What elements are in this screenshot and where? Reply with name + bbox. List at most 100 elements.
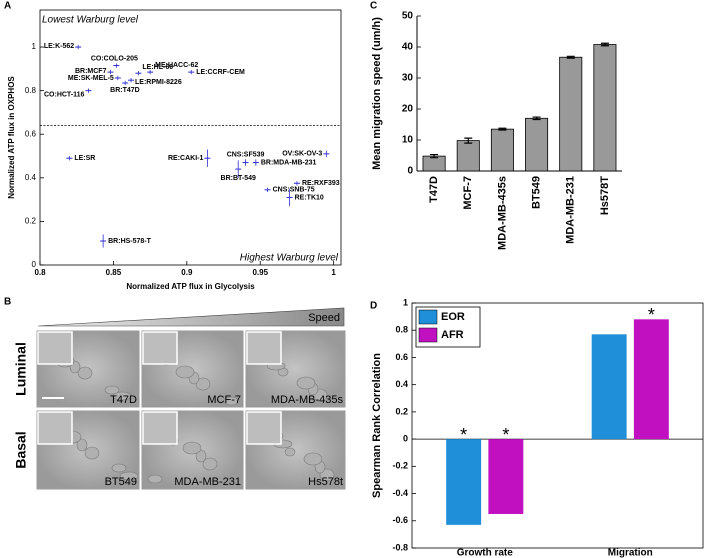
legend-label: EOR — [441, 311, 465, 323]
y-tick-label: -0.4 — [392, 488, 408, 498]
y-tick-label: 0 — [403, 433, 408, 443]
inset — [37, 331, 73, 365]
inset — [37, 411, 73, 445]
cell-shape — [175, 365, 195, 379]
y-tick-label: -0.6 — [392, 515, 408, 525]
x-tick-label: MCF-7 — [462, 176, 474, 210]
y-tick-label: 0 — [407, 166, 413, 177]
panel-letter: B — [4, 297, 11, 308]
cell-shape — [111, 463, 127, 473]
cell-shape — [77, 366, 93, 380]
point-label: RE:RXF393 — [302, 180, 340, 187]
error-bar — [498, 127, 507, 131]
point-label: LE:CCRF-CEM — [196, 69, 245, 76]
point-label: CO:HCT-116 — [44, 91, 85, 98]
cell-shape — [104, 385, 120, 395]
cell-shape — [112, 391, 132, 401]
significance-marker: * — [648, 305, 655, 325]
point-label: CO:COLO-205 — [91, 55, 138, 62]
cell-shape — [296, 376, 316, 390]
inset — [142, 411, 178, 445]
y-axis-title: Normalized ATP flux in OXPHOS — [7, 76, 16, 199]
plot-frame — [39, 9, 342, 266]
y-tick-label: 0.8 — [25, 86, 37, 95]
cell-shape — [76, 438, 88, 452]
y-tick-label: -0.8 — [392, 542, 408, 552]
point-label: RE:CAKI-1 — [168, 155, 203, 162]
error-bar — [430, 153, 439, 159]
x-tick-label: BT549 — [530, 176, 542, 209]
bar — [488, 439, 524, 514]
bar — [422, 155, 446, 172]
cell-line-label: T47D — [110, 394, 137, 406]
cell-shape — [147, 474, 163, 484]
y-tick-label: 0 — [32, 260, 37, 269]
error-bar — [600, 42, 609, 47]
error-bar — [566, 55, 575, 59]
legend-swatch — [418, 327, 438, 343]
x-tick-label: 0.9 — [181, 268, 193, 277]
y-tick-label: 0.6 — [395, 352, 408, 362]
y-tick-label: 1 — [32, 42, 37, 51]
x-tick-label: MDA-MB-231 — [565, 176, 577, 244]
point-label: LE:SR — [74, 155, 95, 162]
y-tick-label: 50 — [402, 11, 414, 22]
bar — [559, 56, 583, 172]
bar — [593, 44, 617, 172]
cell-shape — [119, 471, 139, 481]
row-label: Basal — [13, 431, 29, 468]
x-tick-label: Migration — [608, 548, 653, 558]
y-tick-label: 0.2 — [395, 406, 408, 416]
point-label: ME:UACC-62 — [155, 62, 198, 69]
x-tick-label: Growth rate — [457, 548, 514, 558]
cell-line-label: MCF-7 — [207, 394, 241, 406]
point-label: CNS:SF539 — [227, 151, 265, 158]
panel-letter: A — [4, 1, 11, 12]
y-tick-label: 0.4 — [395, 379, 408, 389]
cell-shape — [303, 452, 323, 466]
panel-letter: C — [370, 1, 377, 12]
point-label: BR:MDA-MB-231 — [261, 159, 317, 166]
panel-letter: D — [370, 301, 377, 312]
bar — [633, 319, 669, 440]
y-tick-label: 0.6 — [25, 129, 37, 138]
x-tick-label: 0.95 — [252, 268, 268, 277]
y-tick-label: 0.8 — [395, 325, 408, 335]
point-label: BR:MCF7 — [75, 68, 107, 75]
y-tick-label: 0.4 — [25, 173, 37, 182]
y-tick-label: 0.2 — [25, 217, 37, 226]
x-tick-label: 1 — [331, 268, 336, 277]
y-tick-label: -0.2 — [392, 461, 408, 471]
annotation: Lowest Warburg level — [42, 15, 139, 26]
plot-frame — [411, 302, 704, 549]
y-tick-label: 10 — [402, 135, 414, 146]
point-label: BR:T47D — [110, 87, 140, 94]
x-axis-title: Normalized ATP flux in Glycolysis — [126, 282, 255, 291]
cell-shape — [223, 396, 239, 406]
bar — [525, 117, 549, 172]
annotation: Highest Warburg level — [240, 253, 339, 264]
y-tick-label: 20 — [402, 104, 414, 115]
cell-shape — [182, 441, 202, 455]
y-axis-title: Spearman Rank Correlation — [371, 353, 383, 498]
cell-shape — [195, 449, 207, 463]
point-label: BR:BT-549 — [221, 175, 257, 182]
error-bar — [464, 137, 473, 144]
error-bar — [532, 116, 541, 121]
inset — [142, 331, 178, 365]
x-tick-label: MDA-MB-435s — [496, 176, 508, 250]
cell-shape — [84, 446, 100, 460]
cell-line-label: BT549 — [105, 476, 137, 488]
significance-marker: * — [502, 425, 509, 445]
cell-shape — [319, 468, 335, 482]
point-label: BR:HS-578-T — [108, 238, 152, 245]
cell-line-label: Hs578t — [308, 476, 343, 488]
y-tick-label: 40 — [402, 42, 414, 53]
x-tick-label: 0.85 — [106, 268, 122, 277]
micrograph — [244, 329, 347, 409]
legend-label: AFR — [441, 329, 464, 341]
point-label: LE:K-562 — [44, 43, 74, 50]
y-tick-label: 1 — [403, 297, 408, 307]
gradient-label: Speed — [308, 312, 340, 324]
